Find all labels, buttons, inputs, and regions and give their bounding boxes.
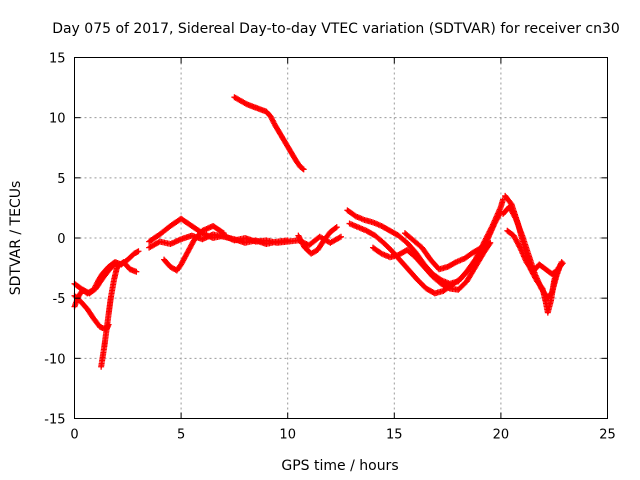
data-point-marker: [220, 230, 227, 237]
data-marks: [71, 94, 566, 370]
series-track-6: [146, 231, 291, 251]
y-axis-label: SDTVAR / TECUs: [8, 181, 24, 296]
series-track-4: [71, 260, 119, 310]
series-track-3: [98, 259, 140, 370]
data-point-marker: [484, 239, 491, 246]
series-track-11: [346, 208, 504, 297]
data-point-marker: [111, 261, 118, 268]
x-tick-labels: 0 5 10 15 20 25: [70, 428, 615, 443]
data-point-marker: [135, 248, 142, 255]
series-track-9: [231, 94, 307, 173]
x-tick-label: 15: [386, 428, 403, 443]
data-point-marker: [133, 268, 140, 275]
series-track-13: [401, 230, 492, 273]
data-point-marker: [336, 234, 343, 241]
y-tick-label: -5: [53, 292, 66, 307]
series-track-16: [504, 227, 565, 278]
data-point-marker: [112, 260, 119, 267]
series-track-10: [344, 196, 507, 287]
x-tick-label: 20: [493, 428, 510, 443]
x-axis-label: GPS time / hours: [281, 458, 398, 474]
x-tick-label: 5: [177, 428, 185, 443]
x-tick-label: 0: [70, 428, 78, 443]
data-point-marker: [333, 224, 340, 231]
y-tick-label: -10: [44, 352, 65, 367]
tick-marks: [74, 57, 608, 419]
series-track-8: [295, 224, 340, 257]
y-tick-labels: -15 -10 -5 0 5 10 15: [44, 52, 65, 428]
x-tick-label: 25: [599, 428, 616, 443]
y-tick-label: 15: [49, 52, 66, 67]
data-point-marker: [284, 237, 291, 244]
y-tick-label: 10: [49, 112, 66, 127]
data-point-marker: [485, 238, 492, 245]
y-tick-label: -15: [44, 413, 65, 428]
y-tick-label: 0: [57, 232, 65, 247]
y-tick-label: 5: [57, 172, 65, 187]
series-track-12: [369, 239, 494, 293]
data-point-marker: [332, 224, 339, 231]
series-track-7: [161, 222, 227, 274]
chart-title: Day 075 of 2017, Sidereal Day-to-day VTE…: [52, 21, 620, 37]
data-point-marker: [338, 233, 344, 240]
x-tick-label: 10: [279, 428, 296, 443]
series-track-15: [502, 192, 566, 316]
data-point-marker: [558, 259, 565, 266]
data-point-marker: [219, 229, 226, 236]
data-point-marker: [299, 165, 306, 172]
data-point-marker: [300, 166, 307, 173]
data-point-marker: [538, 284, 545, 291]
